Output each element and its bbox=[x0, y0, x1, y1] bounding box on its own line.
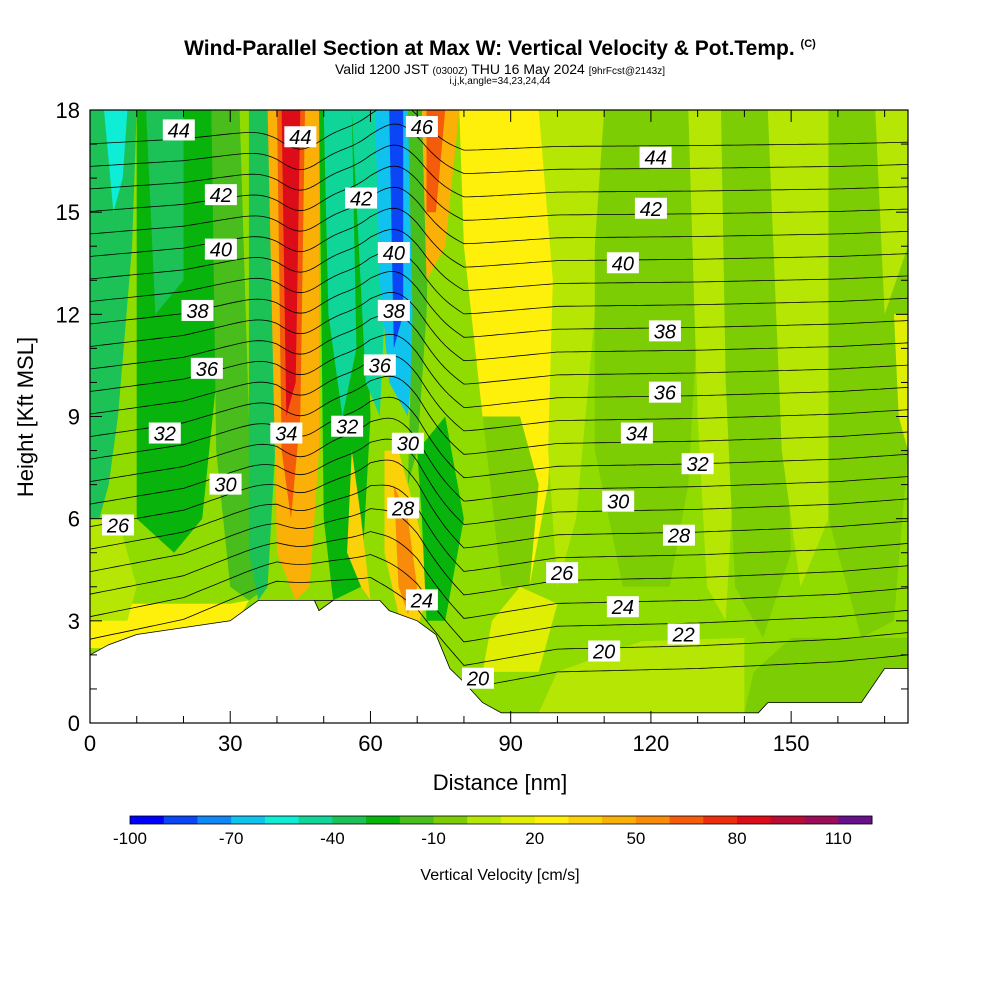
contour-label-14: 32 bbox=[336, 417, 358, 439]
contour-label-8: 44 bbox=[289, 127, 311, 149]
contour-label-18: 20 bbox=[466, 669, 489, 691]
y-tick-label-6: 6 bbox=[68, 507, 80, 532]
colorbar-label: Vertical Velocity [cm/s] bbox=[420, 867, 579, 884]
colorbar-swatch-5 bbox=[299, 816, 333, 824]
contour-label-22: 40 bbox=[612, 253, 634, 275]
colorbar-tick-50: 50 bbox=[626, 829, 645, 848]
colorbar-swatch-0 bbox=[130, 816, 164, 824]
contour-label-11: 38 bbox=[383, 301, 405, 323]
contour-label-17: 24 bbox=[410, 590, 433, 612]
y-tick-label-18: 18 bbox=[56, 98, 80, 123]
colorbar-swatch-12 bbox=[535, 816, 569, 824]
contour-label-0: 44 bbox=[168, 120, 190, 142]
contour-label-6: 30 bbox=[214, 475, 236, 497]
colorbar-swatch-21 bbox=[838, 816, 872, 824]
colorbar-swatch-10 bbox=[467, 816, 501, 824]
colorbar-swatch-11 bbox=[501, 816, 535, 824]
y-tick-label-12: 12 bbox=[56, 302, 80, 327]
contour-label-13: 34 bbox=[275, 424, 297, 446]
contour-label-26: 32 bbox=[687, 454, 709, 476]
colorbar-tick-20: 20 bbox=[525, 829, 544, 848]
contour-label-32: 20 bbox=[592, 641, 615, 663]
contour-label-30: 24 bbox=[611, 597, 634, 619]
x-tick-label-150: 150 bbox=[773, 731, 810, 756]
contour-label-10: 40 bbox=[383, 243, 405, 265]
colorbar-swatch-14 bbox=[602, 816, 636, 824]
contour-label-21: 42 bbox=[640, 199, 662, 221]
colorbar-swatch-1 bbox=[164, 816, 198, 824]
colorbar-swatch-18 bbox=[737, 816, 771, 824]
contour-label-19: 46 bbox=[411, 117, 434, 139]
contour-label-15: 30 bbox=[397, 434, 419, 456]
contour-label-25: 34 bbox=[626, 424, 648, 446]
colorbar-tick-110: 110 bbox=[825, 829, 852, 848]
colorbar-swatch-16 bbox=[670, 816, 704, 824]
colorbar-swatch-13 bbox=[568, 816, 602, 824]
contour-label-31: 22 bbox=[672, 624, 695, 646]
contour-label-29: 26 bbox=[550, 563, 574, 585]
contour-label-16: 28 bbox=[391, 498, 414, 520]
x-tick-label-120: 120 bbox=[633, 731, 670, 756]
colorbar: -100 -70 -40 -10 20 50 80 110 bbox=[113, 816, 873, 848]
x-tick-label-60: 60 bbox=[358, 731, 382, 756]
contour-label-3: 38 bbox=[186, 301, 208, 323]
colorbar-tick--40: -40 bbox=[320, 829, 345, 848]
contour-label-9: 42 bbox=[350, 189, 372, 211]
x-axis-label: Distance [nm] bbox=[433, 770, 568, 795]
y-tick-label-15: 15 bbox=[56, 200, 80, 225]
colorbar-tick--100: -100 bbox=[113, 829, 147, 848]
colorbar-swatch-20 bbox=[805, 816, 839, 824]
contour-label-28: 28 bbox=[667, 526, 690, 548]
velocity-region-25 bbox=[595, 110, 698, 587]
y-tick-label-3: 3 bbox=[68, 609, 80, 634]
colorbar-swatch-3 bbox=[231, 816, 265, 824]
colorbar-swatch-15 bbox=[636, 816, 670, 824]
colorbar-swatch-6 bbox=[332, 816, 366, 824]
contour-label-24: 36 bbox=[654, 383, 677, 405]
contour-label-7: 26 bbox=[106, 515, 130, 537]
y-axis-label: Height [Kft MSL] bbox=[13, 337, 38, 497]
colorbar-swatch-2 bbox=[197, 816, 231, 824]
colorbar-swatch-4 bbox=[265, 816, 299, 824]
x-tick-label-30: 30 bbox=[218, 731, 242, 756]
colorbar-swatch-8 bbox=[400, 816, 434, 824]
colorbar-swatch-7 bbox=[366, 816, 400, 824]
colorbar-tick--10: -10 bbox=[421, 829, 446, 848]
contour-label-23: 38 bbox=[654, 321, 676, 343]
x-tick-label-90: 90 bbox=[498, 731, 522, 756]
contour-label-12: 36 bbox=[369, 355, 392, 377]
colorbar-tick-80: 80 bbox=[728, 829, 747, 848]
contour-label-20: 44 bbox=[644, 148, 666, 170]
contour-label-5: 32 bbox=[154, 424, 176, 446]
colorbar-swatch-17 bbox=[703, 816, 737, 824]
contour-label-1: 42 bbox=[210, 185, 232, 207]
colorbar-tick--70: -70 bbox=[219, 829, 244, 848]
contour-label-2: 40 bbox=[210, 240, 232, 262]
colorbar-swatch-9 bbox=[434, 816, 468, 824]
contour-label-4: 36 bbox=[196, 359, 219, 381]
contour-label-27: 30 bbox=[607, 492, 629, 514]
colorbar-swatch-19 bbox=[771, 816, 805, 824]
y-tick-label-9: 9 bbox=[68, 405, 80, 430]
x-tick-label-0: 0 bbox=[84, 731, 96, 756]
y-tick-label-0: 0 bbox=[68, 711, 80, 736]
